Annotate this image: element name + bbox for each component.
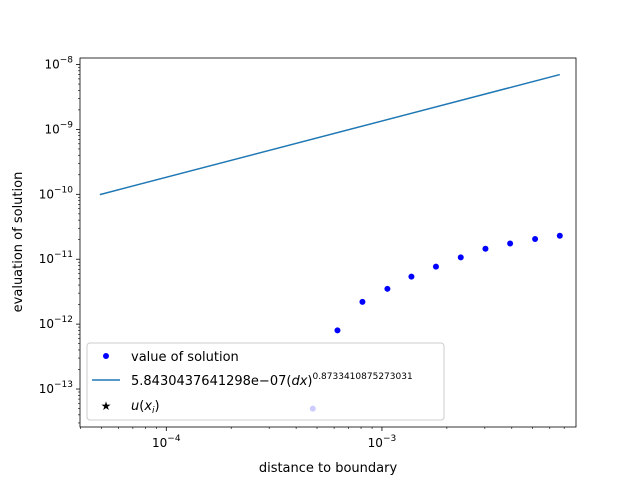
fit-label-prefix: 5.8430437641298e−07( [131, 374, 291, 389]
data-point [482, 245, 489, 252]
data-point [507, 240, 514, 247]
tick-base: 10 [39, 382, 54, 396]
tick-base: 10 [39, 187, 54, 201]
tick-exponent: −11 [54, 250, 73, 260]
star-label-open: ( [139, 399, 144, 414]
y-tick-label: 10−12 [39, 315, 73, 331]
tick-exponent: −13 [54, 380, 73, 390]
tick-base: 10 [152, 436, 167, 450]
tick-exponent: −3 [383, 434, 396, 444]
legend-marker-star: ★ [101, 399, 112, 413]
star-label-sub: i [152, 406, 155, 416]
legend-marker-points [103, 353, 109, 359]
data-point [432, 263, 439, 270]
legend-frame [86, 342, 445, 421]
data-point [359, 298, 366, 305]
data-point [408, 273, 415, 280]
x-major-ticks: 10−4 10−3 [152, 427, 396, 450]
tick-exponent: −9 [60, 120, 74, 130]
legend-label-fit-line: 5.8430437641298e−07(dx)0.873341087527303… [131, 372, 413, 389]
tick-exponent: −10 [54, 185, 73, 195]
plot-frame [79, 57, 577, 428]
y-tick-label: 10−11 [39, 250, 73, 266]
data-point [556, 232, 563, 239]
x-axis-label: distance to boundary [259, 461, 398, 476]
star-label-arg: x [143, 399, 152, 414]
y-tick-label: 10−10 [39, 185, 74, 201]
x-tick-label: 10−3 [368, 434, 397, 450]
y-tick-label: 10−9 [44, 120, 73, 136]
legend-label-star: u(xi) [131, 399, 160, 416]
fit-line [99, 73, 561, 196]
star-label-close: ) [155, 399, 160, 414]
fit-label-exponent: 0.8733410875273031 [312, 372, 412, 382]
tick-base: 10 [39, 252, 54, 266]
fit-label-var: dx [291, 374, 307, 389]
data-point [532, 235, 539, 242]
legend-label-points: value of solution [131, 350, 239, 365]
data-point [384, 285, 391, 292]
x-tick-label: 10−4 [152, 434, 181, 450]
tick-exponent: −12 [54, 315, 73, 325]
data-point [457, 254, 464, 261]
tick-exponent: −4 [167, 434, 181, 444]
legend: value of solution 5.8430437641298e−07(dx… [86, 342, 445, 421]
tick-base: 10 [44, 122, 59, 136]
y-tick-label: 10−8 [44, 56, 73, 72]
star-label-func: u [131, 399, 139, 414]
data-point [334, 327, 341, 334]
tick-base: 10 [368, 436, 383, 450]
tick-exponent: −8 [60, 56, 74, 66]
tick-base: 10 [44, 58, 59, 72]
fit-label-suffix: ) [307, 374, 312, 389]
y-tick-label: 10−13 [39, 380, 73, 396]
tick-base: 10 [39, 317, 54, 331]
y-axis-label: evaluation of solution [11, 172, 26, 313]
